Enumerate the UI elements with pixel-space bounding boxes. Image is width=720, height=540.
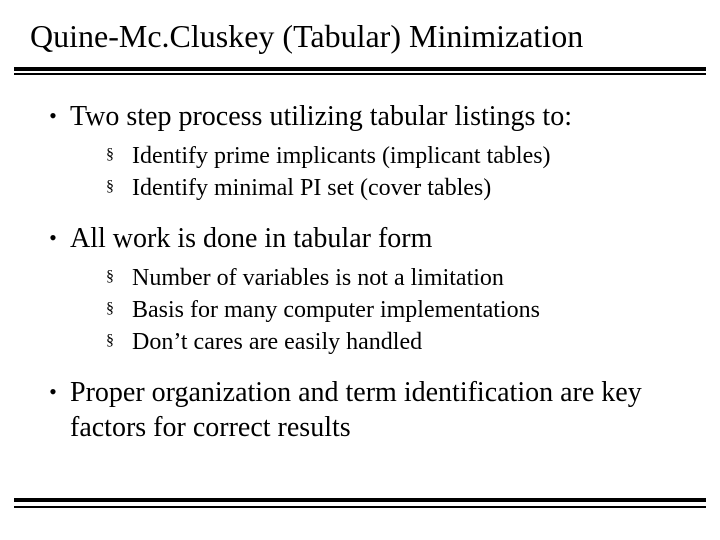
bullet-item: • Two step process utilizing tabular lis… bbox=[36, 99, 680, 134]
sub-bullet-item: § Identify minimal PI set (cover tables) bbox=[106, 172, 680, 204]
sub-bullet-text: Basis for many computer implementations bbox=[132, 294, 680, 326]
bullet-item: • All work is done in tabular form bbox=[36, 221, 680, 256]
sub-list: § Identify prime implicants (implicant t… bbox=[36, 136, 680, 215]
bottom-divider-thick bbox=[14, 498, 706, 502]
square-icon: § bbox=[106, 172, 132, 198]
dot-icon: • bbox=[36, 99, 70, 130]
slide: Quine-Mc.Cluskey (Tabular) Minimization … bbox=[0, 0, 720, 540]
bullet-text: All work is done in tabular form bbox=[70, 221, 680, 256]
sub-bullet-text: Don’t cares are easily handled bbox=[132, 326, 680, 358]
square-icon: § bbox=[106, 326, 132, 352]
sub-bullet-item: § Don’t cares are easily handled bbox=[106, 326, 680, 358]
sub-bullet-text: Identify minimal PI set (cover tables) bbox=[132, 172, 680, 204]
bullet-text: Proper organization and term identificat… bbox=[70, 375, 680, 445]
sub-list: § Number of variables is not a limitatio… bbox=[36, 258, 680, 369]
bullet-item: • Proper organization and term identific… bbox=[36, 375, 680, 445]
square-icon: § bbox=[106, 262, 132, 288]
sub-bullet-item: § Number of variables is not a limitatio… bbox=[106, 262, 680, 294]
dot-icon: • bbox=[36, 221, 70, 252]
slide-title: Quine-Mc.Cluskey (Tabular) Minimization bbox=[0, 0, 720, 63]
title-divider-thick bbox=[14, 67, 706, 71]
dot-icon: • bbox=[36, 375, 70, 406]
square-icon: § bbox=[106, 140, 132, 166]
sub-bullet-text: Identify prime implicants (implicant tab… bbox=[132, 140, 680, 172]
sub-bullet-text: Number of variables is not a limitation bbox=[132, 262, 680, 294]
bottom-divider-thin bbox=[14, 506, 706, 508]
sub-bullet-item: § Basis for many computer implementation… bbox=[106, 294, 680, 326]
slide-body: • Two step process utilizing tabular lis… bbox=[0, 75, 720, 445]
sub-bullet-item: § Identify prime implicants (implicant t… bbox=[106, 140, 680, 172]
square-icon: § bbox=[106, 294, 132, 320]
bullet-text: Two step process utilizing tabular listi… bbox=[70, 99, 680, 134]
